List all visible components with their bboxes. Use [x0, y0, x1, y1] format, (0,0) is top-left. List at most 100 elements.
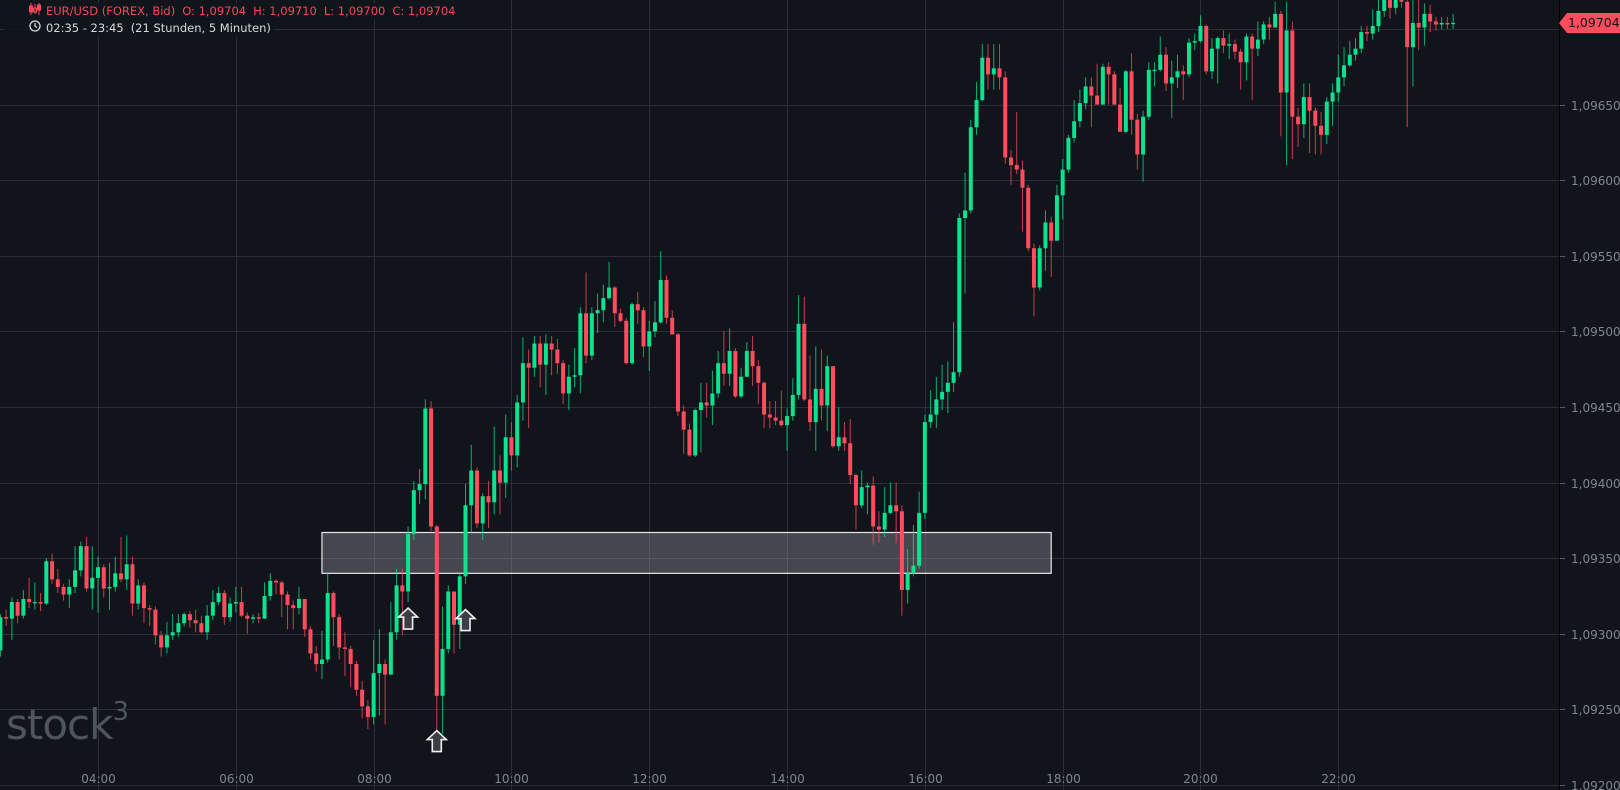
- candle-down: [894, 482, 899, 544]
- candle-down: [331, 591, 336, 646]
- candle-body: [1049, 222, 1054, 241]
- candle-body: [1422, 13, 1427, 28]
- candle-down: [1445, 16, 1450, 29]
- candle-body: [963, 210, 968, 218]
- candle-body: [1020, 169, 1025, 188]
- candle-body: [928, 414, 933, 423]
- candle-body: [1043, 222, 1048, 249]
- candle-up: [859, 470, 864, 509]
- candle-body: [664, 279, 669, 318]
- candle-body: [176, 623, 181, 633]
- candle-body: [647, 331, 652, 347]
- candle-body: [394, 585, 399, 633]
- candle-body: [1405, 1, 1410, 48]
- x-tick-label: 14:00: [770, 772, 805, 786]
- candle-up: [1186, 38, 1191, 78]
- candle-down: [1008, 149, 1013, 185]
- candle-body: [1238, 51, 1243, 63]
- candle-up: [1244, 33, 1249, 81]
- candle-body: [84, 546, 89, 589]
- candle-body: [1267, 24, 1272, 28]
- candle-body: [675, 334, 680, 412]
- candle-down: [130, 556, 135, 616]
- candle-body: [486, 496, 491, 503]
- candle-body: [1037, 248, 1042, 288]
- candle-up: [963, 172, 968, 294]
- candle-down: [187, 611, 192, 628]
- candle-body: [262, 596, 267, 619]
- candle-body: [1410, 22, 1415, 48]
- candle-down: [1416, 0, 1421, 51]
- up-arrow-marker: [425, 729, 449, 753]
- candle-body: [354, 664, 359, 690]
- candle-up: [991, 44, 996, 90]
- candle-up: [9, 597, 14, 640]
- candle-body: [997, 68, 1002, 78]
- candle-body: [698, 402, 703, 411]
- candle-down: [285, 591, 290, 630]
- candle-body: [1072, 121, 1077, 138]
- candle-body: [773, 417, 778, 421]
- candle-body: [1215, 38, 1220, 49]
- candle-body: [1364, 32, 1369, 34]
- candle-body: [216, 592, 221, 603]
- candle-down: [101, 564, 106, 598]
- candle-down: [1003, 71, 1008, 164]
- candle-down: [1026, 184, 1031, 252]
- candle-body: [1066, 137, 1071, 170]
- candle-body: [853, 475, 858, 506]
- candle-up: [1255, 21, 1260, 57]
- candle-down: [4, 609, 9, 627]
- candle-body: [601, 298, 606, 311]
- candle-body: [670, 317, 675, 335]
- candle-body: [1095, 95, 1100, 105]
- candle-body: [291, 605, 296, 609]
- candle-down: [342, 632, 347, 677]
- candle-down: [848, 419, 853, 485]
- candle-down: [664, 275, 669, 324]
- candle-down: [1296, 107, 1301, 147]
- candle-body: [1026, 187, 1031, 249]
- candle-down: [704, 382, 709, 418]
- candle-body: [440, 648, 445, 696]
- candle-body: [922, 422, 927, 513]
- candle-up: [928, 390, 933, 429]
- candle-down: [84, 537, 89, 592]
- candle-body: [721, 363, 726, 374]
- current-price-label: 1,09704: [1559, 13, 1620, 33]
- candle-down: [1238, 48, 1243, 90]
- zone-layer: [321, 531, 1052, 574]
- candle-body: [239, 602, 244, 616]
- candle-up: [296, 586, 301, 615]
- candle-body: [1439, 22, 1444, 25]
- candle-body: [1221, 38, 1226, 46]
- candle-up: [423, 399, 428, 500]
- candle-body: [279, 582, 284, 595]
- candle-down: [1267, 16, 1272, 40]
- candle-body: [1135, 119, 1140, 155]
- candle-body: [434, 526, 439, 696]
- candle-body: [1106, 66, 1111, 75]
- candle-body: [55, 579, 60, 587]
- candle-body: [21, 599, 26, 616]
- candle-body: [848, 443, 853, 476]
- low-value: L: 1,09700: [323, 4, 386, 18]
- candle-up: [262, 582, 267, 619]
- candle-up: [1336, 54, 1341, 102]
- candle-down: [733, 348, 738, 398]
- candle-body: [1186, 42, 1191, 75]
- candle-down: [624, 317, 629, 365]
- candle-body: [739, 376, 744, 397]
- candle-up: [90, 546, 95, 610]
- candle-up: [1192, 33, 1197, 51]
- candle-down: [1313, 107, 1318, 155]
- candle-down: [641, 307, 646, 358]
- symbol-label[interactable]: EUR/USD (FOREX, Bid): [45, 4, 176, 18]
- candle-down: [1031, 243, 1036, 317]
- candle-body: [561, 363, 566, 394]
- candle-body: [555, 349, 560, 364]
- candle-down: [434, 524, 439, 740]
- candle-up: [1301, 83, 1306, 138]
- x-tick-label: 22:00: [1321, 772, 1356, 786]
